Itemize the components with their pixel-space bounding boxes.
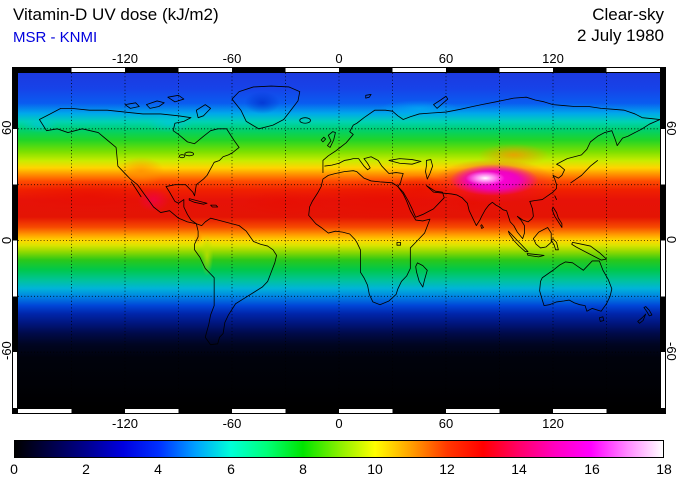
- bottom-axis-tick-label: -120: [111, 416, 139, 431]
- colorbar: [14, 440, 664, 458]
- colorbar-tick-label: 14: [511, 461, 527, 477]
- top-axis-tick-label: 120: [542, 51, 564, 66]
- bottom-axis-tick-label: 60: [438, 416, 454, 431]
- bottom-axis-tick-label: 120: [542, 416, 564, 431]
- colorbar-tick-label: 16: [584, 461, 600, 477]
- colorbar-tick-label: 18: [656, 461, 672, 477]
- top-axis-tick-label: 0: [335, 51, 343, 66]
- colorbar-tick-label: 12: [439, 461, 455, 477]
- world-map: [17, 72, 661, 409]
- coastlines: [38, 85, 660, 346]
- top-axis-tick-label: 60: [438, 51, 454, 66]
- colorbar-tick-label: 6: [227, 461, 235, 477]
- top-axis-tick-label: -60: [222, 51, 242, 66]
- colorbar-tick-label: 4: [154, 461, 162, 477]
- right-axis-tick-label: 0: [664, 236, 678, 244]
- colorbar-tick-label: 10: [367, 461, 383, 477]
- colorbar-tick-label: 0: [10, 461, 18, 477]
- source-label: MSR - KNMI: [13, 29, 98, 46]
- scenario-label: Clear-sky: [592, 5, 664, 24]
- top-axis-tick-label: -120: [111, 51, 139, 66]
- colorbar-tick-label: 2: [82, 461, 90, 477]
- page-title: Vitamin-D UV dose (kJ/m2): [13, 5, 219, 24]
- date-label: 2 July 1980: [577, 26, 664, 45]
- bottom-axis-tick-label: -60: [222, 416, 242, 431]
- graticule-gridlines: [18, 73, 660, 408]
- bottom-axis-tick-label: 0: [335, 416, 343, 431]
- right-axis-tick-label: -60: [664, 341, 678, 361]
- uv-dose-heatmap: [18, 73, 660, 408]
- right-axis-tick-label: 60: [664, 120, 678, 136]
- colorbar-tick-label: 8: [299, 461, 307, 477]
